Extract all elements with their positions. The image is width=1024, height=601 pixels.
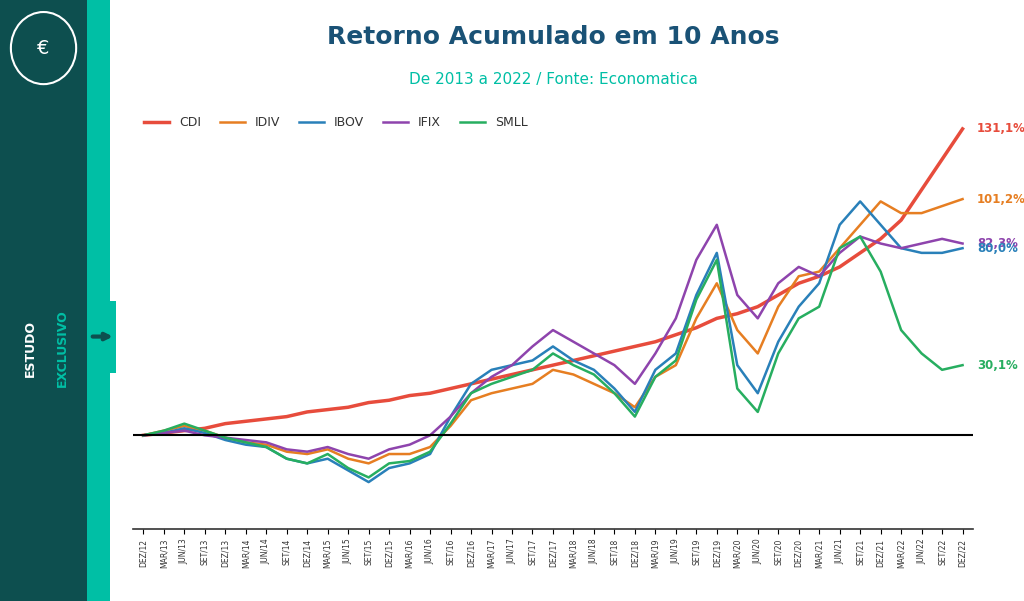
Text: 101,2%: 101,2% [977,192,1024,206]
Text: EXCLUSIVO: EXCLUSIVO [56,310,70,388]
Text: €: € [37,38,50,58]
Text: Retorno Acumulado em 10 Anos: Retorno Acumulado em 10 Anos [327,25,779,49]
Legend: CDI, IDIV, IBOV, IFIX, SMLL: CDI, IDIV, IBOV, IFIX, SMLL [139,111,532,134]
Text: 80,0%: 80,0% [977,242,1018,255]
Text: De 2013 a 2022 / Fonte: Economatica: De 2013 a 2022 / Fonte: Economatica [409,72,697,87]
Text: 131,1%: 131,1% [977,123,1024,135]
Text: ESTUDO: ESTUDO [24,320,37,377]
Text: 82,3%: 82,3% [977,237,1018,250]
Text: 30,1%: 30,1% [977,359,1018,371]
